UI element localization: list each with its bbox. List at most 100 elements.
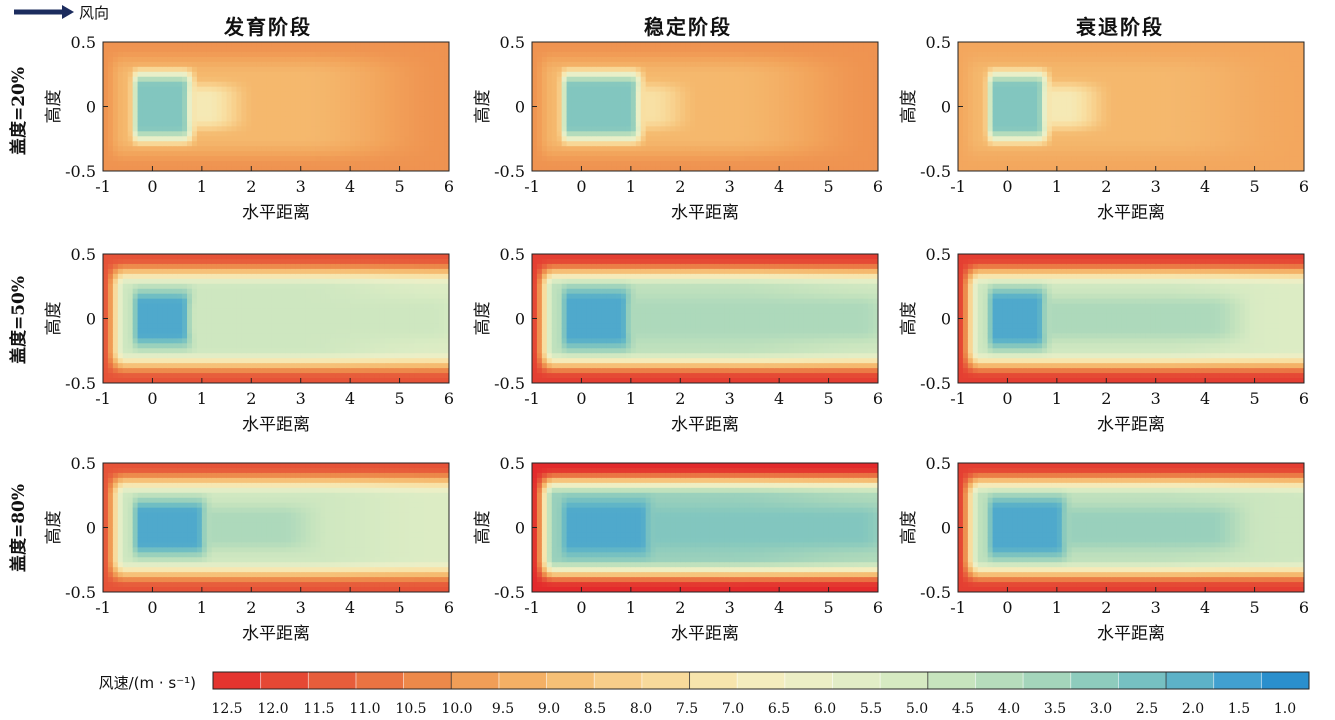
heatmap-cell (369, 101, 376, 108)
heatmap-cell (1170, 131, 1177, 137)
heatmap-cell (1071, 126, 1078, 132)
heatmap-cell (162, 146, 168, 152)
heatmap-cell (350, 166, 356, 171)
heatmap-cell (640, 86, 647, 93)
heatmap-cell (546, 136, 553, 142)
heatmap-cell (1185, 71, 1191, 78)
heatmap-cell (769, 151, 775, 157)
heatmap-cell (581, 51, 587, 58)
heatmap-cell (863, 156, 869, 162)
heatmap-cell (1022, 126, 1028, 132)
heatmap-cell (958, 81, 964, 88)
heatmap-cell (330, 161, 336, 167)
heatmap-cell (625, 42, 632, 48)
heatmap-cell (586, 146, 592, 152)
heatmap-cell (177, 66, 183, 73)
heatmap-cell (191, 141, 198, 147)
heatmap-cell (330, 126, 336, 132)
heatmap-cell (167, 131, 173, 137)
heatmap-cell (1056, 66, 1063, 73)
heatmap-cell (280, 111, 287, 118)
heatmap-cell (147, 151, 154, 157)
heatmap-cell (596, 161, 602, 167)
heatmap-cell (1140, 76, 1147, 83)
heatmap-cell (700, 101, 706, 108)
heatmap-cell (967, 116, 974, 122)
heatmap-cell (764, 151, 770, 157)
heatmap-cell (670, 56, 676, 63)
heatmap-cell (211, 71, 218, 78)
heatmap-cell (310, 61, 317, 68)
heatmap-cell (987, 131, 994, 137)
heatmap-cell (157, 146, 163, 152)
heatmap-cell (1131, 121, 1137, 127)
heatmap-cell (551, 131, 558, 137)
heatmap-cell (290, 101, 297, 108)
heatmap-cell (1131, 96, 1137, 103)
heatmap-cell (300, 42, 307, 48)
heatmap-cell (251, 96, 257, 103)
heatmap-cell (719, 86, 726, 93)
heatmap-cell (858, 156, 864, 162)
heatmap-cell (818, 131, 825, 137)
heatmap-cell (1116, 76, 1122, 83)
heatmap-cell (1180, 71, 1186, 78)
heatmap-cell (137, 51, 144, 58)
heatmap-cell (591, 76, 597, 83)
heatmap-cell (685, 166, 691, 171)
heatmap-cell (1022, 46, 1028, 53)
heatmap-cell (645, 136, 652, 142)
heatmap-cell (541, 91, 548, 98)
heatmap-cell (813, 46, 820, 53)
heatmap-cell (132, 126, 139, 132)
heatmap-cell (1195, 131, 1201, 137)
heatmap-cell (305, 141, 312, 147)
heatmap-cell (434, 86, 440, 93)
heatmap-cell (843, 116, 849, 122)
heatmap-cell (719, 151, 726, 157)
heatmap-cell (1111, 61, 1117, 68)
heatmap-cell (714, 42, 721, 48)
heatmap-cell (335, 161, 341, 167)
heatmap-cell (216, 56, 223, 63)
heatmap-cell (127, 66, 134, 73)
heatmap-cell (645, 66, 652, 73)
heatmap-cell (972, 166, 979, 171)
heatmap-cell (645, 86, 652, 93)
heatmap-cell (1195, 51, 1201, 58)
heatmap-cell (167, 151, 173, 157)
heatmap-cell (724, 146, 731, 152)
heatmap-cell (695, 146, 701, 152)
heatmap-cell (670, 121, 676, 127)
heatmap-cell (379, 141, 386, 147)
heatmap-cell (581, 42, 587, 48)
heatmap-cell (256, 66, 262, 73)
heatmap-cell (719, 56, 726, 63)
heatmap-cell (1145, 66, 1152, 73)
heatmap-cell (1160, 116, 1167, 122)
heatmap-cell (1046, 51, 1053, 58)
heatmap-cell (1175, 131, 1182, 137)
heatmap-cell (536, 111, 543, 118)
heatmap-cell (798, 151, 805, 157)
heatmap-cell (1101, 136, 1107, 142)
heatmap-cell (789, 151, 795, 157)
heatmap-cell (873, 126, 878, 132)
heatmap-cell (958, 66, 964, 73)
heatmap-cell (1165, 126, 1172, 132)
heatmap-cell (853, 156, 859, 162)
heatmap-cell (625, 111, 632, 118)
heatmap-cell (394, 116, 401, 122)
heatmap-cell (833, 51, 840, 58)
heatmap-cell (1071, 51, 1078, 58)
heatmap-cell (1037, 156, 1043, 162)
heatmap-cell (962, 161, 969, 167)
heatmap-cell (650, 106, 657, 113)
heatmap-cell (1037, 131, 1043, 137)
heatmap-cell (734, 86, 741, 93)
heatmap-cell (868, 101, 874, 108)
heatmap-cell (379, 42, 386, 48)
heatmap-cell (434, 141, 440, 147)
heatmap-cell (137, 91, 144, 98)
heatmap-cell (152, 86, 158, 93)
